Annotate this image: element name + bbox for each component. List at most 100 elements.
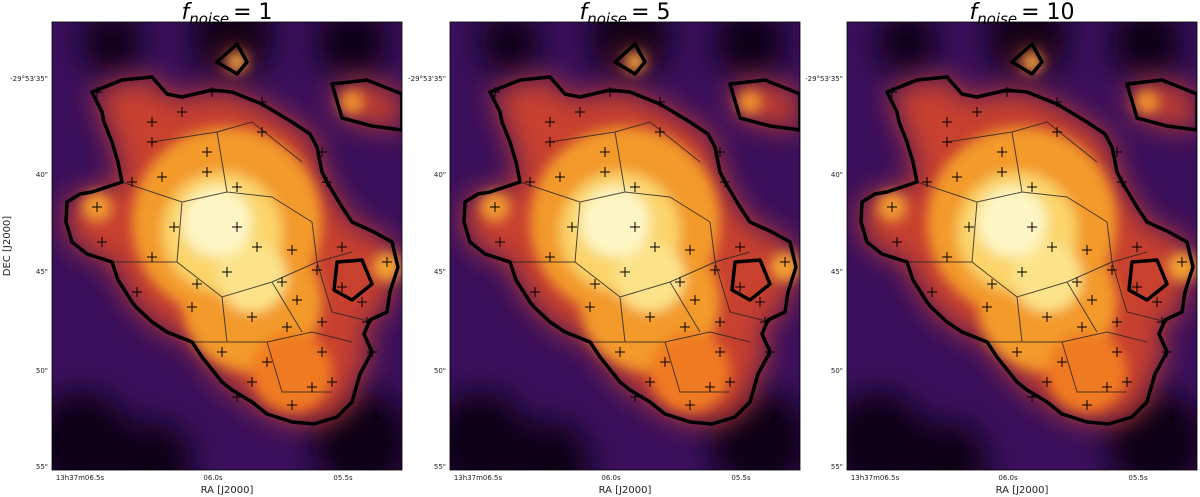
peak-marker bbox=[525, 177, 535, 187]
peak-marker bbox=[1042, 312, 1052, 322]
peak-marker bbox=[545, 252, 555, 262]
peak-marker bbox=[655, 127, 665, 137]
peak-marker bbox=[755, 297, 765, 307]
peak-marker bbox=[282, 322, 292, 332]
peak-marker bbox=[232, 182, 242, 192]
frame bbox=[846, 21, 1198, 471]
peak-marker bbox=[292, 295, 302, 305]
peak-marker bbox=[1122, 377, 1132, 387]
peak-marker bbox=[367, 347, 377, 357]
x-tick-label: 05.5s bbox=[333, 474, 353, 482]
peak-marker bbox=[1112, 147, 1122, 157]
peak-marker bbox=[287, 245, 297, 255]
y-tick-label: 55" bbox=[831, 463, 843, 471]
peak-marker bbox=[675, 277, 685, 287]
peak-marker bbox=[942, 117, 952, 127]
x-tick-label: 05.5s bbox=[1128, 474, 1148, 482]
peak-marker bbox=[1002, 87, 1012, 97]
peak-marker bbox=[720, 177, 730, 187]
y-tick-label: 55" bbox=[36, 463, 48, 471]
frame bbox=[51, 21, 403, 471]
peak-marker bbox=[982, 302, 992, 312]
peak-marker bbox=[1132, 242, 1142, 252]
peak-marker bbox=[1012, 347, 1022, 357]
peak-marker bbox=[735, 282, 745, 292]
peak-marker bbox=[147, 117, 157, 127]
y-tick-label: -29°53'35" bbox=[805, 75, 843, 83]
title-rest: = 1 bbox=[233, 0, 272, 25]
peak-marker bbox=[287, 400, 297, 410]
peak-marker bbox=[1027, 182, 1037, 192]
peak-marker bbox=[372, 412, 382, 422]
peak-marker bbox=[650, 242, 660, 252]
peak-marker bbox=[1167, 412, 1177, 422]
peak-marker bbox=[257, 97, 267, 107]
peak-marker bbox=[337, 282, 347, 292]
peak-marker bbox=[615, 347, 625, 357]
title-subscript: noise bbox=[587, 10, 627, 28]
peak-marker bbox=[192, 279, 202, 289]
peak-marker bbox=[202, 167, 212, 177]
peak-marker bbox=[247, 377, 257, 387]
peak-marker bbox=[545, 137, 555, 147]
image-panel: fnoise = 10 -29°53'35" 40" 45" 50" 55" 13h37m06… bbox=[805, 0, 1198, 496]
panel-title: fnoise = 5 bbox=[579, 0, 670, 28]
peak-marker bbox=[362, 317, 372, 327]
peak-marker bbox=[202, 147, 212, 157]
peak-marker bbox=[922, 177, 932, 187]
peak-marker bbox=[987, 279, 997, 289]
peak-marker bbox=[1027, 222, 1037, 232]
peak-marker bbox=[247, 312, 257, 322]
peak-marker bbox=[655, 97, 665, 107]
peak-marker bbox=[952, 172, 962, 182]
contour bbox=[859, 42, 1197, 426]
x-axis-label: RA [J2000] bbox=[599, 485, 652, 496]
peak-marker bbox=[187, 302, 197, 312]
peak-marker bbox=[887, 202, 897, 212]
x-tick-label: 06.0s bbox=[601, 474, 621, 482]
peak-marker bbox=[490, 202, 500, 212]
peak-marker bbox=[942, 252, 952, 262]
peak-marker bbox=[715, 347, 725, 357]
title-symbol: f bbox=[969, 0, 980, 25]
peak-marker bbox=[575, 107, 585, 117]
peak-marker bbox=[382, 257, 392, 267]
y-tick-label: 40" bbox=[831, 171, 843, 179]
peak-marker bbox=[765, 347, 775, 357]
peak-marker bbox=[972, 107, 982, 117]
peak-marker bbox=[1112, 317, 1122, 327]
frame bbox=[449, 21, 801, 471]
peak-marker bbox=[892, 237, 902, 247]
peak-marker bbox=[490, 87, 500, 97]
contour bbox=[64, 42, 402, 426]
peak-marker bbox=[567, 222, 577, 232]
peak-marker bbox=[252, 242, 262, 252]
peak-marker bbox=[317, 317, 327, 327]
peak-marker bbox=[600, 167, 610, 177]
y-tick-label: 50" bbox=[831, 367, 843, 375]
peak-marker bbox=[1027, 392, 1037, 402]
peak-marker bbox=[605, 87, 615, 97]
peak-marker bbox=[232, 222, 242, 232]
peak-marker bbox=[645, 377, 655, 387]
y-tick-label: 45" bbox=[36, 268, 48, 276]
peak-marker bbox=[1162, 347, 1172, 357]
peak-marker bbox=[887, 87, 897, 97]
segment-boundaries bbox=[510, 121, 771, 393]
peak-marker bbox=[257, 127, 267, 137]
peak-marker bbox=[1132, 282, 1142, 292]
peak-marker bbox=[317, 147, 327, 157]
peak-marker bbox=[680, 322, 690, 332]
peak-marker bbox=[337, 242, 347, 252]
peak-marker bbox=[277, 277, 287, 287]
y-tick-label: 45" bbox=[831, 268, 843, 276]
peak-marker bbox=[1152, 297, 1162, 307]
peak-marker bbox=[92, 202, 102, 212]
y-tick-label: 50" bbox=[434, 367, 446, 375]
panel-title: fnoise = 1 bbox=[181, 0, 272, 28]
peak-marker bbox=[927, 287, 937, 297]
x-tick-label: 13h37m06.5s bbox=[851, 474, 900, 482]
y-tick-label: 50" bbox=[36, 367, 48, 375]
peak-marker bbox=[735, 242, 745, 252]
peak-marker bbox=[725, 377, 735, 387]
